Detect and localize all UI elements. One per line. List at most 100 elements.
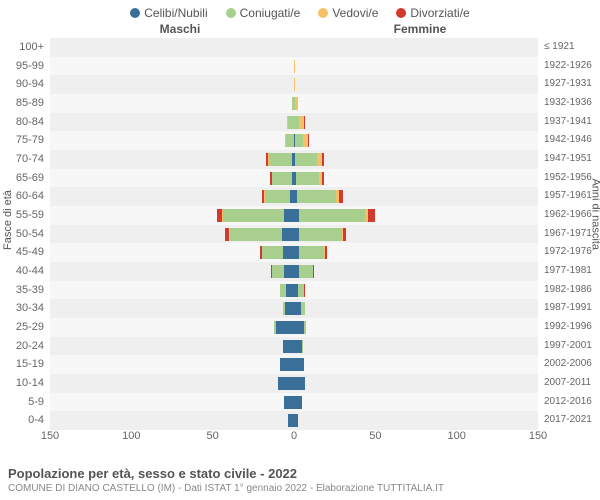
bar-segment bbox=[223, 209, 284, 222]
bar-segment bbox=[294, 78, 295, 91]
bar-female bbox=[294, 321, 372, 334]
bar-female bbox=[294, 265, 392, 278]
bar-male bbox=[286, 78, 294, 91]
y-axis-right: ≤ 19211922-19261927-19311932-19361937-19… bbox=[540, 38, 600, 430]
bar-segment bbox=[299, 246, 324, 259]
bar-male bbox=[196, 321, 294, 334]
y-tick-right: 2012-2016 bbox=[544, 393, 600, 412]
bar-segment bbox=[276, 321, 294, 334]
y-axis-left: 100+95-9990-9485-8980-8475-7970-7465-696… bbox=[0, 38, 48, 430]
bar-segment bbox=[269, 153, 292, 166]
y-tick-left: 0-4 bbox=[0, 411, 44, 430]
bar-segment bbox=[284, 396, 294, 409]
y-tick-right: ≤ 1921 bbox=[544, 38, 600, 57]
bar-female bbox=[294, 340, 359, 353]
bar-female bbox=[294, 153, 414, 166]
y-tick-left: 75-79 bbox=[0, 131, 44, 150]
bar-male bbox=[110, 228, 294, 241]
age-row bbox=[50, 38, 538, 57]
bar-male bbox=[166, 246, 295, 259]
bar-segment bbox=[286, 134, 294, 147]
bar-segment bbox=[294, 414, 298, 427]
bar-segment bbox=[284, 209, 294, 222]
y-tick-right: 1932-1936 bbox=[544, 94, 600, 113]
bar-segment bbox=[294, 396, 302, 409]
bar-segment bbox=[301, 302, 305, 315]
bar-segment bbox=[339, 190, 343, 203]
y-tick-left: 5-9 bbox=[0, 393, 44, 412]
bar-segment bbox=[368, 209, 375, 222]
y-tick-right: 2002-2006 bbox=[544, 355, 600, 374]
bar-female bbox=[294, 60, 301, 73]
y-tick-left: 35-39 bbox=[0, 281, 44, 300]
bar-male bbox=[227, 134, 294, 147]
bar-female bbox=[294, 97, 338, 110]
bar-female bbox=[294, 172, 416, 185]
bar-female bbox=[294, 358, 362, 371]
legend-item: Vedovi/e bbox=[318, 6, 378, 20]
legend-item: Divorziati/e bbox=[396, 6, 469, 20]
bar-female bbox=[294, 284, 367, 297]
bar-segment bbox=[285, 302, 294, 315]
bar-male bbox=[261, 97, 294, 110]
bar-male bbox=[188, 265, 294, 278]
y-tick-left: 45-49 bbox=[0, 243, 44, 262]
y-tick-left: 20-24 bbox=[0, 337, 44, 356]
bar-segment bbox=[294, 321, 304, 334]
y-tick-left: 70-74 bbox=[0, 150, 44, 169]
bar-female bbox=[294, 246, 421, 259]
bar-segment bbox=[325, 246, 327, 259]
bar-segment bbox=[297, 190, 336, 203]
female-header: Femmine bbox=[300, 22, 540, 36]
bar-female bbox=[294, 302, 369, 315]
bar-segment bbox=[308, 134, 309, 147]
legend-label: Divorziati/e bbox=[410, 6, 469, 20]
bar-segment bbox=[322, 172, 324, 185]
bar-segment bbox=[280, 358, 294, 371]
bar-male bbox=[169, 190, 294, 203]
bar-segment bbox=[294, 302, 301, 315]
bar-segment bbox=[322, 153, 324, 166]
bar-male bbox=[226, 396, 294, 409]
population-pyramid-chart: Celibi/NubiliConiugati/eVedovi/eDivorzia… bbox=[0, 0, 600, 500]
bar-male bbox=[100, 209, 294, 222]
bar-segment bbox=[272, 265, 284, 278]
legend: Celibi/NubiliConiugati/eVedovi/eDivorzia… bbox=[0, 0, 600, 22]
bar-segment bbox=[283, 246, 294, 259]
x-tick: 150 bbox=[529, 430, 547, 442]
bar-segment bbox=[304, 321, 306, 334]
y-tick-left: 30-34 bbox=[0, 299, 44, 318]
legend-label: Vedovi/e bbox=[332, 6, 378, 20]
bar-female bbox=[294, 190, 449, 203]
bar-segment bbox=[295, 97, 298, 110]
y-tick-right: 1937-1941 bbox=[544, 113, 600, 132]
y-tick-left: 10-14 bbox=[0, 374, 44, 393]
bar-male bbox=[177, 153, 294, 166]
y-tick-right: 1997-2001 bbox=[544, 337, 600, 356]
x-tick: 50 bbox=[207, 430, 219, 442]
y-tick-left: 90-94 bbox=[0, 75, 44, 94]
legend-swatch bbox=[226, 8, 236, 18]
bar-segment bbox=[294, 340, 302, 353]
bar-segment bbox=[283, 340, 294, 353]
bar-male bbox=[205, 377, 294, 390]
bar-segment bbox=[262, 246, 283, 259]
bar-segment bbox=[295, 153, 317, 166]
x-tick: 100 bbox=[122, 430, 140, 442]
bar-male bbox=[242, 414, 294, 427]
legend-swatch bbox=[396, 8, 406, 18]
bar-female bbox=[294, 78, 315, 91]
bar-segment bbox=[230, 228, 282, 241]
bar-segment bbox=[286, 284, 294, 297]
bar-segment bbox=[343, 228, 346, 241]
bar-segment bbox=[284, 265, 294, 278]
bar-segment bbox=[295, 134, 304, 147]
gender-headers: Maschi Femmine bbox=[0, 22, 600, 36]
legend-item: Celibi/Nubili bbox=[130, 6, 207, 20]
y-tick-left: 55-59 bbox=[0, 206, 44, 225]
caption-subtitle: COMUNE DI DIANO CASTELLO (IM) - Dati IST… bbox=[8, 483, 592, 494]
y-tick-right: 1962-1966 bbox=[544, 206, 600, 225]
y-tick-right: 1977-1981 bbox=[544, 262, 600, 281]
bar-segment bbox=[294, 377, 305, 390]
y-tick-left: 100+ bbox=[0, 38, 44, 57]
